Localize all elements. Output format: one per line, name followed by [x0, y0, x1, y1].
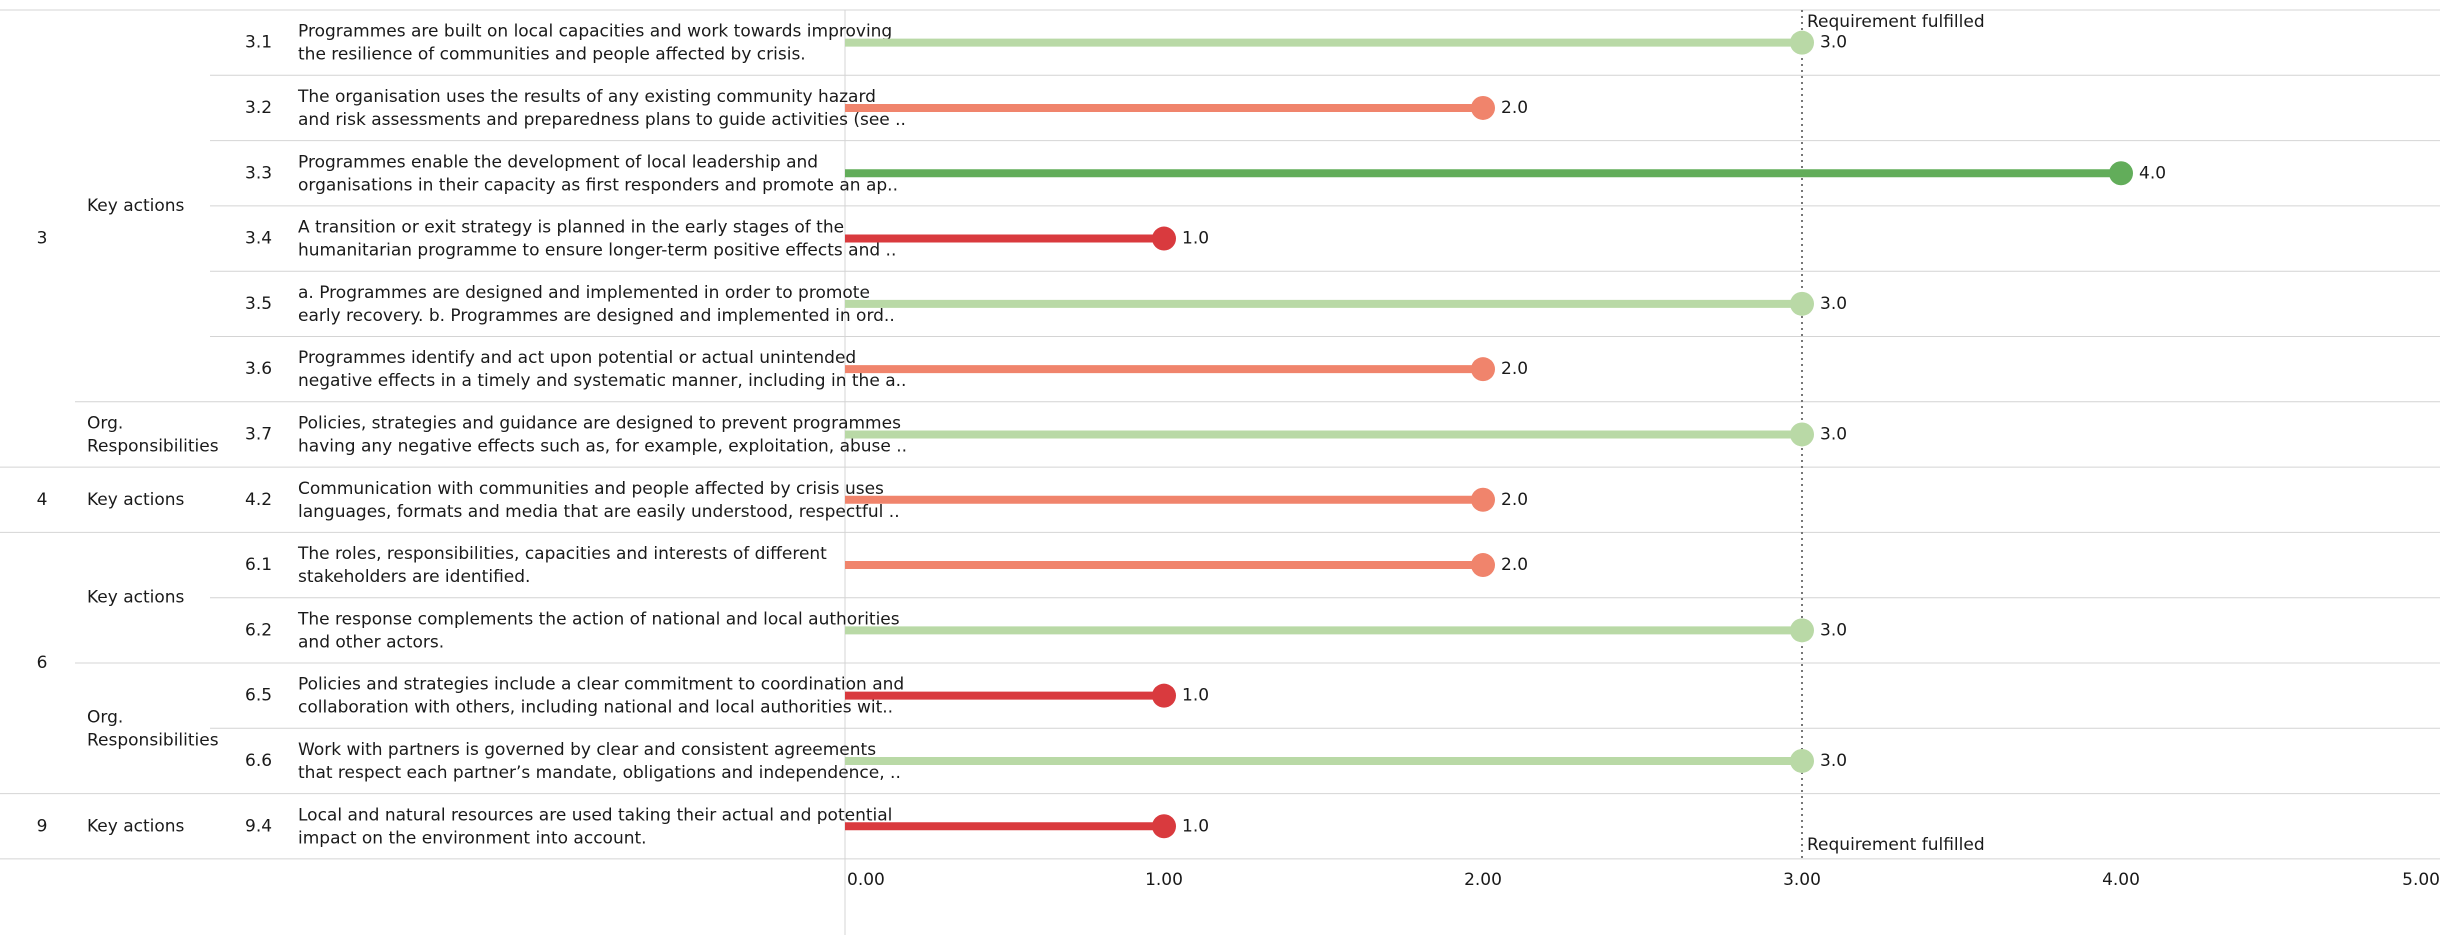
row-description: collaboration with others, including nat…: [298, 698, 893, 718]
row-description: Programmes enable the development of loc…: [298, 152, 818, 172]
row-description: Communication with communities and peopl…: [298, 479, 884, 499]
x-tick-label: 2.00: [1464, 870, 1502, 890]
row-description: stakeholders are identified.: [298, 567, 530, 587]
value-label: 2.0: [1501, 359, 1528, 379]
row-description: Programmes are built on local capacities…: [298, 22, 892, 42]
lollipop-dot: [1152, 683, 1176, 708]
x-tick-label: 4.00: [2102, 870, 2140, 890]
row-id-label: 3.5: [245, 294, 272, 314]
lollipop-dot: [2109, 161, 2133, 186]
value-label: 3.0: [1820, 424, 1847, 444]
row-description: impact on the environment into account.: [298, 828, 647, 848]
value-label: 3.0: [1820, 33, 1847, 53]
value-label: 1.0: [1182, 229, 1209, 249]
subgroup-label: Key actions: [87, 196, 185, 216]
value-label: 2.0: [1501, 490, 1528, 510]
row-id-label: 3.6: [245, 359, 272, 379]
value-label: 3.0: [1820, 751, 1847, 771]
subgroup-label: Responsibilities: [87, 436, 219, 456]
subgroup-label: Org.: [87, 413, 123, 433]
row-id-label: 3.1: [245, 33, 272, 53]
value-label: 2.0: [1501, 98, 1528, 118]
row-description: a. Programmes are designed and implement…: [298, 283, 870, 303]
row-id-label: 3.3: [245, 163, 272, 183]
lollipop-dot: [1790, 291, 1814, 316]
row-description: having any negative effects such as, for…: [298, 436, 907, 456]
subgroup-label: Responsibilities: [87, 730, 219, 750]
row-description: that respect each partner’s mandate, obl…: [298, 763, 901, 783]
value-label: 3.0: [1820, 620, 1847, 640]
row-description: Policies and strategies include a clear …: [298, 675, 904, 695]
row-description: and risk assessments and preparedness pl…: [298, 110, 906, 130]
lollipop-dot: [1790, 748, 1814, 773]
lollipop-dot: [1152, 226, 1176, 251]
row-description: and other actors.: [298, 632, 444, 652]
lollipop-dot: [1471, 95, 1495, 120]
value-label: 1.0: [1182, 816, 1209, 836]
row-id-label: 3.7: [245, 424, 272, 444]
row-id-label: 3.4: [245, 229, 272, 249]
subgroup-label: Key actions: [87, 490, 185, 510]
row-description: Programmes identify and act upon potenti…: [298, 348, 856, 368]
x-axis: 0.00 1.00 2.00 3.00 4.00 5.00: [847, 870, 2440, 890]
lollipop-dot: [1471, 357, 1495, 382]
grid-layer: [0, 9, 2440, 935]
row-description: negative effects in a timely and systema…: [298, 371, 906, 391]
subgroup-label: Org.: [87, 707, 123, 727]
lollipop-dot: [1152, 814, 1176, 839]
subgroup-label: Key actions: [87, 816, 185, 836]
x-tick-label: 1.00: [1145, 870, 1183, 890]
x-tick-label: 5.00: [2402, 870, 2440, 890]
row-description: Local and natural resources are used tak…: [298, 805, 892, 825]
row-id-label: 3.2: [245, 98, 272, 118]
group-label: 4: [37, 490, 48, 510]
row-description: The organisation uses the results of any…: [297, 87, 876, 107]
reference-line-label-top: Requirement fulfilled: [1807, 12, 1985, 32]
x-tick-label: 0.00: [847, 870, 885, 890]
group-label: 6: [37, 653, 48, 673]
lollipop-dot: [1790, 618, 1814, 643]
row-description: Work with partners is governed by clear …: [298, 740, 876, 760]
row-id-label: 6.1: [245, 555, 272, 575]
value-label: 4.0: [2139, 163, 2166, 183]
lollipop-dot: [1471, 553, 1495, 578]
value-label: 2.0: [1501, 555, 1528, 575]
row-description: The response complements the action of n…: [297, 609, 900, 629]
row-description: organisations in their capacity as first…: [298, 175, 898, 195]
label-layer: 3 Key actions Org. Responsibilities 4 Key act…: [37, 12, 1985, 855]
lollipop-dot: [1790, 30, 1814, 55]
mark-layer: 3.0 2.0 4.0 1.0 3.0 2.0 3.0 2.0 2.0 3.0 1.0 3.0 1.0: [845, 30, 2166, 839]
lollipop-dot: [1471, 487, 1495, 512]
reference-line-label-bottom: Requirement fulfilled: [1807, 835, 1985, 855]
row-description: The roles, responsibilities, capacities …: [297, 544, 827, 564]
row-description: languages, formats and media that are ea…: [298, 502, 900, 522]
value-label: 1.0: [1182, 686, 1209, 706]
row-id-label: 6.6: [245, 751, 272, 771]
row-id-label: 6.2: [245, 620, 272, 640]
lollipop-dot: [1790, 422, 1814, 447]
row-description: the resilience of communities and people…: [298, 45, 806, 65]
row-description: A transition or exit strategy is planned…: [298, 218, 844, 238]
row-id-label: 4.2: [245, 490, 272, 510]
group-label: 9: [37, 816, 48, 836]
row-description: Policies, strategies and guidance are de…: [298, 413, 901, 433]
x-tick-label: 3.00: [1783, 870, 1821, 890]
row-description: humanitarian programme to ensure longer-…: [298, 241, 896, 261]
row-id-label: 6.5: [245, 686, 272, 706]
subgroup-label: Key actions: [87, 588, 185, 608]
group-label: 3: [37, 229, 48, 249]
value-label: 3.0: [1820, 294, 1847, 314]
row-id-label: 9.4: [245, 816, 272, 836]
row-description: early recovery. b. Programmes are design…: [298, 306, 895, 326]
